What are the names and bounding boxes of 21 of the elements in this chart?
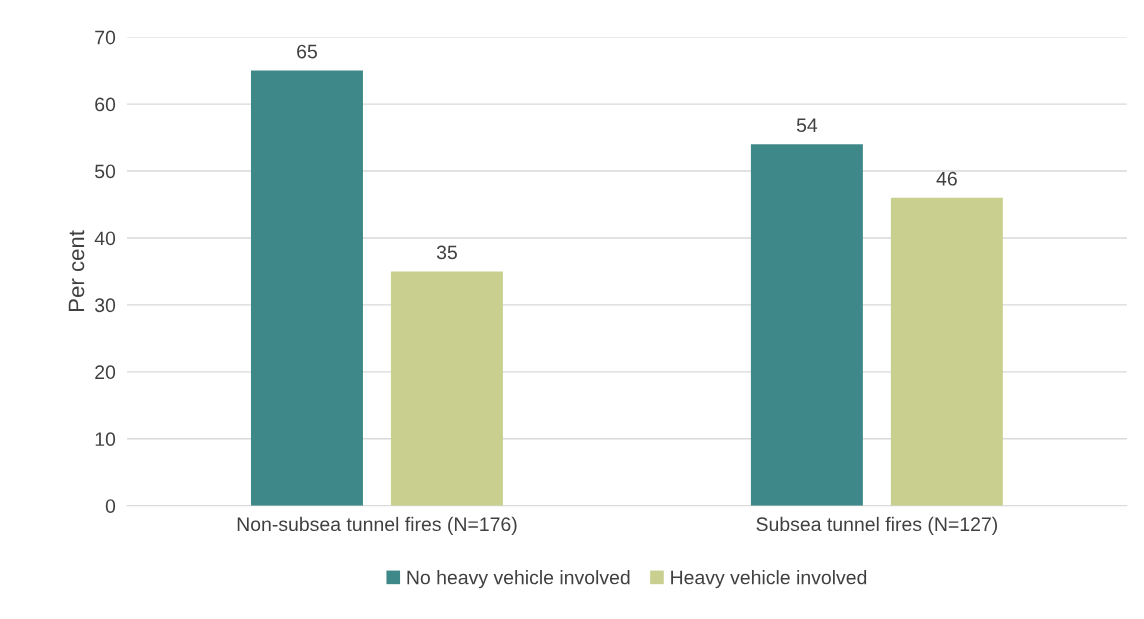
data-label: 35 — [436, 245, 457, 260]
bar — [750, 144, 863, 506]
bar — [890, 197, 1003, 506]
y-tick-label: 50 — [95, 164, 116, 179]
y-axis-title: Per cent — [68, 230, 85, 311]
data-label: 54 — [796, 118, 818, 133]
y-tick-label: 0 — [105, 499, 116, 513]
y-tick-label: 30 — [94, 298, 116, 313]
bar — [250, 70, 363, 506]
y-tick-label: 10 — [95, 432, 116, 447]
data-label: 65 — [297, 44, 317, 59]
bar — [390, 271, 503, 506]
legend-label: No heavy vehicle involved — [407, 570, 630, 589]
y-tick-label: 70 — [95, 30, 116, 45]
x-tick-label: Non-subsea tunnel fires (N=176) — [237, 516, 517, 535]
legend-label: Heavy vehicle involved — [671, 570, 867, 589]
y-tick-label: 20 — [95, 365, 116, 380]
y-tick-label: 60 — [95, 97, 116, 112]
x-tick-label: Subsea tunnel fires (N=127) — [756, 516, 997, 535]
y-tick-label: 40 — [94, 231, 116, 246]
data-label: 46 — [936, 171, 957, 186]
